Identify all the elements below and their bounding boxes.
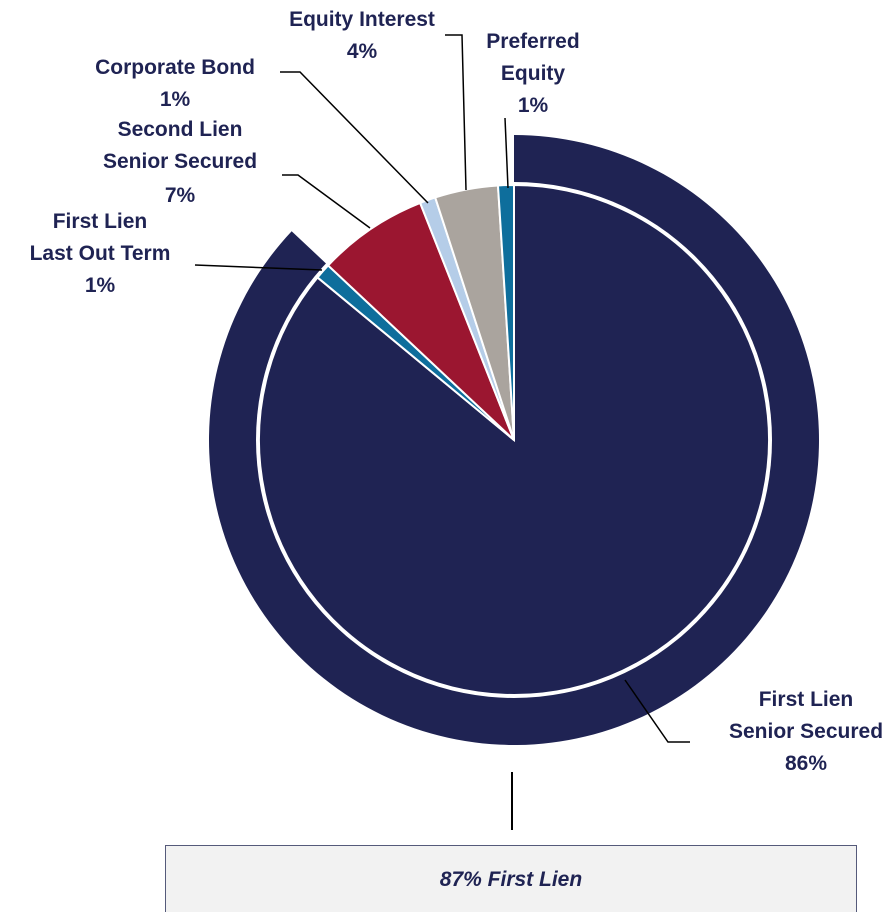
slice-label: Corporate Bond	[95, 56, 255, 79]
slice	[496, 183, 515, 441]
value-label: 4%	[346, 40, 378, 63]
annotation-box: 87% First Lien	[165, 845, 857, 912]
leader-line	[504, 117, 509, 189]
value-label: 86%	[784, 752, 828, 775]
leader-line	[194, 264, 323, 271]
leader-line	[624, 679, 690, 743]
slice-label: Equity Interest	[289, 8, 435, 31]
slice-label: Second Lien Senior Secured	[102, 118, 258, 173]
annotation: 87% First Lien	[439, 868, 583, 891]
value-label: 1%	[84, 274, 116, 297]
slice-label: First Lien Last Out Term	[29, 210, 171, 265]
slice	[326, 201, 515, 441]
value-label: 7%	[164, 184, 196, 207]
slice-label: Preferred Equity	[486, 30, 580, 85]
leader-line	[282, 174, 371, 229]
leader-line	[280, 71, 429, 204]
value-label: 1%	[159, 88, 191, 111]
leader-line	[445, 34, 467, 191]
value-label: 1%	[517, 94, 549, 117]
slice-label: First Lien Senior Secured	[728, 688, 884, 743]
